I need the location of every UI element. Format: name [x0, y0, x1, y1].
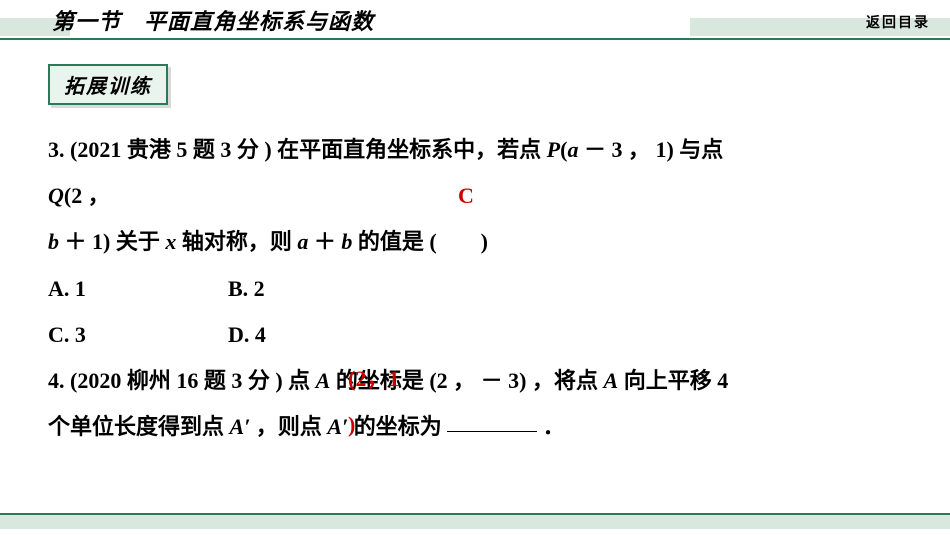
q3-line1: 3. (2021 贵港 5 题 3 分 ) 在平面直角坐标系中，若点 P(a －… — [48, 127, 902, 173]
q4-l2-d: ． — [537, 414, 565, 439]
q4-prefix: 4. (2020 柳州 16 题 3 分 ) 点 — [48, 368, 316, 393]
q4-l2-b: ，则点 — [250, 414, 327, 439]
q4-answer-2: ) — [348, 402, 355, 448]
q3-options-row2: C. 3 D. 4 — [48, 312, 902, 358]
q3-line2: Q(2 ， C — [48, 173, 902, 219]
q4-a-label: A — [316, 368, 331, 393]
q4-blank — [447, 410, 537, 432]
q4-l2-c: 的坐标为 — [348, 414, 447, 439]
q4-aprime2: A′ — [327, 414, 348, 439]
q4-mid2: 向上平移 4 — [618, 368, 728, 393]
q3-l3-f: ＋ — [308, 229, 341, 254]
q3-l3-a: b — [48, 229, 59, 254]
footer-strip — [0, 521, 950, 529]
section-badge-container: 拓展训练 — [0, 40, 950, 105]
q3-p-args: (a － 3 ， 1) — [560, 137, 674, 162]
footer-rule — [0, 513, 950, 521]
q3-answer: C — [458, 173, 474, 219]
q3-line3: b ＋ 1) 关于 x 轴对称，则 a ＋ b 的值是 ( ) — [48, 219, 902, 265]
q4-aprime: A′ — [230, 414, 251, 439]
q3-l3-e: a — [297, 229, 308, 254]
q3-option-a[interactable]: A. 1 — [48, 266, 228, 312]
page-title: 第一节 平面直角坐标系与函数 — [52, 4, 866, 36]
return-button[interactable]: 返回目录 — [866, 12, 930, 36]
q3-option-d[interactable]: D. 4 — [228, 312, 408, 358]
q4-line2: 个单位长度得到点 A′ ，则点 A′ 的坐标为 ． ) — [48, 404, 902, 450]
q3-q-label: Q — [48, 183, 64, 208]
q3-q-args: (2 ， — [64, 183, 110, 208]
q4-line1: 4. (2020 柳州 16 题 3 分 ) 点 A 的坐标是 (2 ， － 3… — [48, 358, 902, 404]
q3-option-b[interactable]: B. 2 — [228, 266, 408, 312]
section-badge: 拓展训练 — [48, 64, 168, 105]
q3-option-c[interactable]: C. 3 — [48, 312, 228, 358]
q3-prefix: 3. (2021 贵港 5 题 3 分 ) 在平面直角坐标系中，若点 — [48, 137, 547, 162]
q3-l3-g: b — [341, 229, 352, 254]
q4-l2-a: 个单位长度得到点 — [48, 414, 230, 439]
q3-l3-b: ＋ 1) 关于 — [59, 229, 165, 254]
q3-l3-d: 轴对称，则 — [176, 229, 297, 254]
q4-answer-1: (2，1 — [348, 356, 399, 402]
page-header: 第一节 平面直角坐标系与函数 返回目录 — [0, 0, 950, 40]
q3-mid1: 与点 — [674, 137, 724, 162]
content-area: 3. (2021 贵港 5 题 3 分 ) 在平面直角坐标系中，若点 P(a －… — [0, 105, 950, 450]
q4-a-label2: A — [604, 368, 619, 393]
q3-options-row1: A. 1 B. 2 — [48, 266, 902, 312]
q3-p-label: P — [547, 137, 560, 162]
q3-l3-h: 的值是 ( ) — [352, 229, 488, 254]
q3-l3-c: x — [165, 229, 176, 254]
